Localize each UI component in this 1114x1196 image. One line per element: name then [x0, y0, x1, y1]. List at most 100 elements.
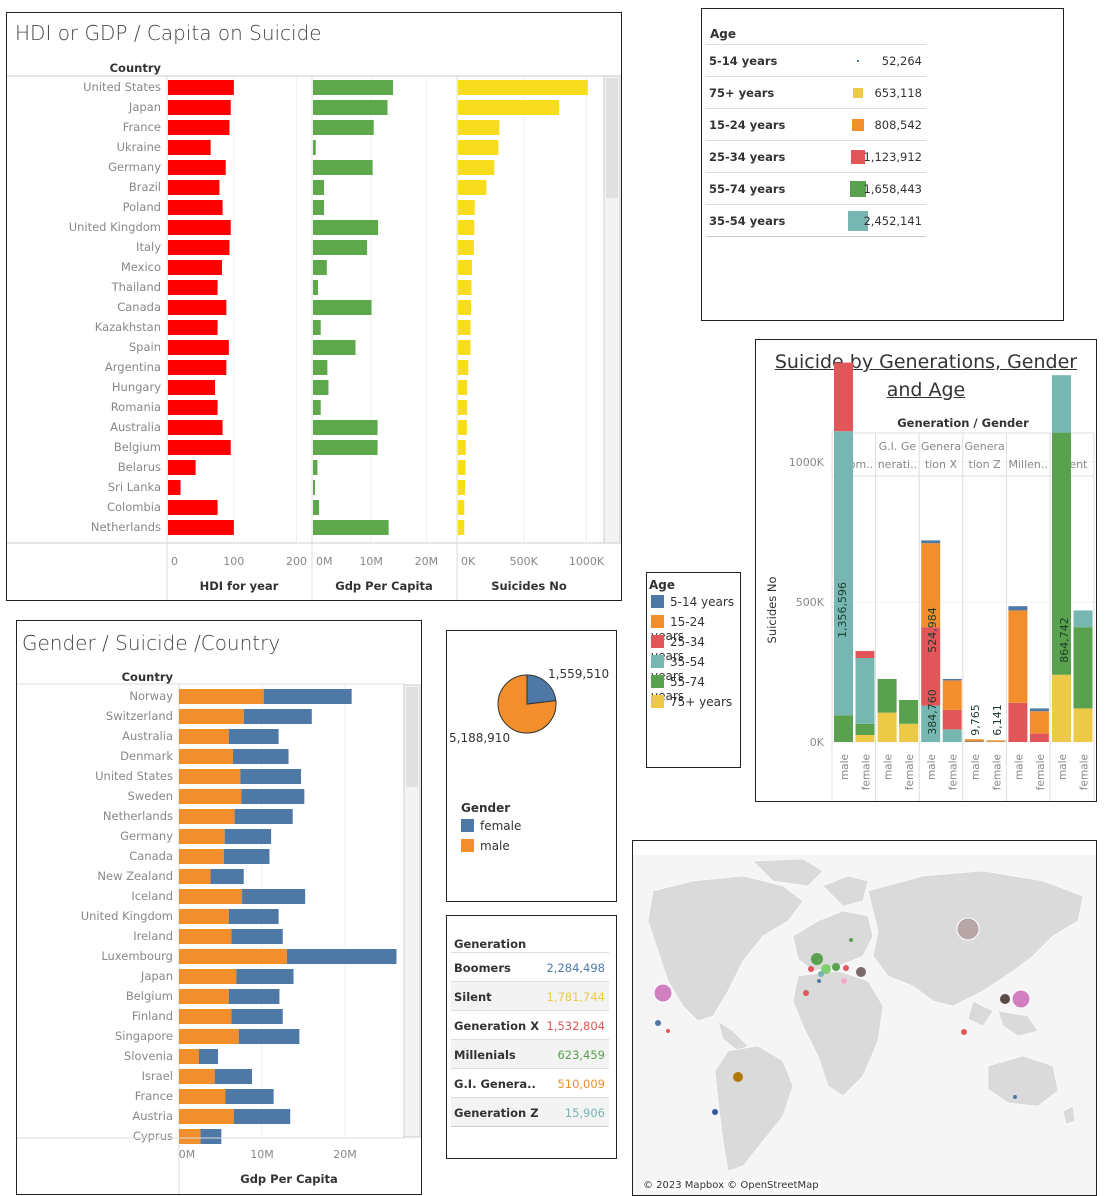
age-row-label: 55-74 years	[709, 182, 785, 196]
female-bar	[287, 949, 397, 964]
generation-row-label: Silent	[454, 990, 492, 1004]
country-label: Germany	[120, 829, 173, 843]
generation-row-value: 15,906	[565, 1106, 605, 1120]
country-label: United Kingdom	[81, 909, 173, 923]
gender-label: male	[839, 754, 851, 780]
age-row-value: 1,658,443	[863, 182, 922, 196]
male-bar	[179, 909, 229, 924]
suicides-bar	[458, 480, 465, 495]
gen-value-label: 1,356,596	[836, 582, 849, 638]
world-map[interactable]	[633, 841, 1096, 1195]
country-label: Romania	[111, 400, 161, 414]
country-label: Ukraine	[117, 140, 161, 154]
generation-row-value: 510,009	[557, 1077, 605, 1091]
country-label: France	[123, 120, 161, 134]
female-bar	[229, 729, 279, 744]
country-header: Country	[110, 61, 162, 75]
age-table-row[interactable]: 55-74 years 1,658,443	[706, 172, 926, 204]
gdp-bar	[313, 160, 373, 175]
age-legend-item[interactable]: 5-14 years	[651, 595, 734, 609]
hdi-bar	[168, 340, 229, 355]
country-label: Denmark	[120, 749, 173, 763]
gender-label: female	[991, 754, 1003, 790]
age-row-label: 75+ years	[709, 86, 774, 100]
suicides-bar	[458, 100, 559, 115]
hdi-bar	[168, 120, 229, 135]
age-legend-item[interactable]: 75+ years	[651, 695, 732, 709]
axis-tick: 0	[171, 555, 178, 568]
country-label: Mexico	[121, 260, 161, 274]
gender-legend-male[interactable]: male	[461, 839, 510, 853]
gen-bar-segment	[1074, 610, 1093, 627]
gender-legend-female[interactable]: female	[461, 819, 521, 833]
suicides-bar	[458, 120, 499, 135]
gen-value-label: 864,742	[1058, 617, 1071, 663]
suicides-bar	[458, 340, 471, 355]
gen-bar-segment	[1008, 606, 1027, 610]
gen-bar-segment	[856, 724, 875, 735]
suicides-bar	[458, 300, 471, 315]
y-tick: 0K	[810, 736, 825, 749]
hdi-bar	[168, 180, 219, 195]
gc-scrollbar-thumb[interactable]	[406, 687, 418, 787]
age-row-value: 1,123,912	[863, 150, 922, 164]
generation-table-row[interactable]: G.I. Genera..510,009	[451, 1068, 609, 1097]
axis-tick: 100	[223, 555, 244, 568]
suicides-bar	[458, 160, 494, 175]
female-bar	[236, 969, 293, 984]
country-label: Poland	[123, 200, 161, 214]
male-bar	[179, 1089, 225, 1104]
hdi-scrollbar-thumb[interactable]	[606, 78, 618, 198]
gen-bar-segment	[943, 680, 962, 709]
pie-label-female: 1,559,510	[548, 667, 609, 681]
country-label: Sri Lanka	[108, 480, 161, 494]
world-map-panel[interactable]: © 2023 Mapbox © OpenStreetMap	[632, 840, 1097, 1196]
hdi-bar	[168, 420, 223, 435]
axis-tick: 1000K	[569, 555, 605, 568]
country-label: Slovenia	[124, 1049, 173, 1063]
pie-label-male: 5,188,910	[449, 731, 510, 745]
gen-value-label: 6,141	[991, 704, 1004, 736]
hdi-bar	[168, 200, 223, 215]
age-row-swatch	[857, 60, 860, 63]
gen-bar-segment	[856, 658, 875, 724]
gen-bar-segment	[1008, 610, 1027, 702]
hdi-bar	[168, 220, 231, 235]
suicides-bar	[458, 400, 467, 415]
suicides-bar	[458, 440, 466, 455]
gdp-bar	[313, 240, 367, 255]
gen-bar-segment	[965, 741, 984, 742]
gdp-bar	[313, 380, 328, 395]
map-attribution[interactable]: © 2023 Mapbox © OpenStreetMap	[641, 1180, 821, 1191]
gen-bar-segment	[1052, 375, 1071, 432]
generation-row-label: Boomers	[454, 961, 511, 975]
male-bar	[179, 1049, 199, 1064]
country-label: Ireland	[133, 929, 173, 943]
country-label: Canada	[117, 300, 161, 314]
male-bar	[179, 809, 235, 824]
gen-bar-segment	[1074, 627, 1093, 708]
gdp-bar	[313, 220, 378, 235]
gen-bar-segment	[921, 540, 940, 543]
gen-group-label: Millen..	[1008, 458, 1047, 471]
generation-row-label: Millenials	[454, 1048, 516, 1062]
country-label: Thailand	[111, 280, 161, 294]
hdi-bar	[168, 240, 229, 255]
gen-bar-segment	[943, 679, 962, 680]
male-bar	[179, 1009, 231, 1024]
male-bar	[179, 1129, 201, 1144]
country-label: Austria	[132, 1109, 173, 1123]
gdp-bar	[313, 480, 315, 495]
gdp-bar	[313, 300, 372, 315]
